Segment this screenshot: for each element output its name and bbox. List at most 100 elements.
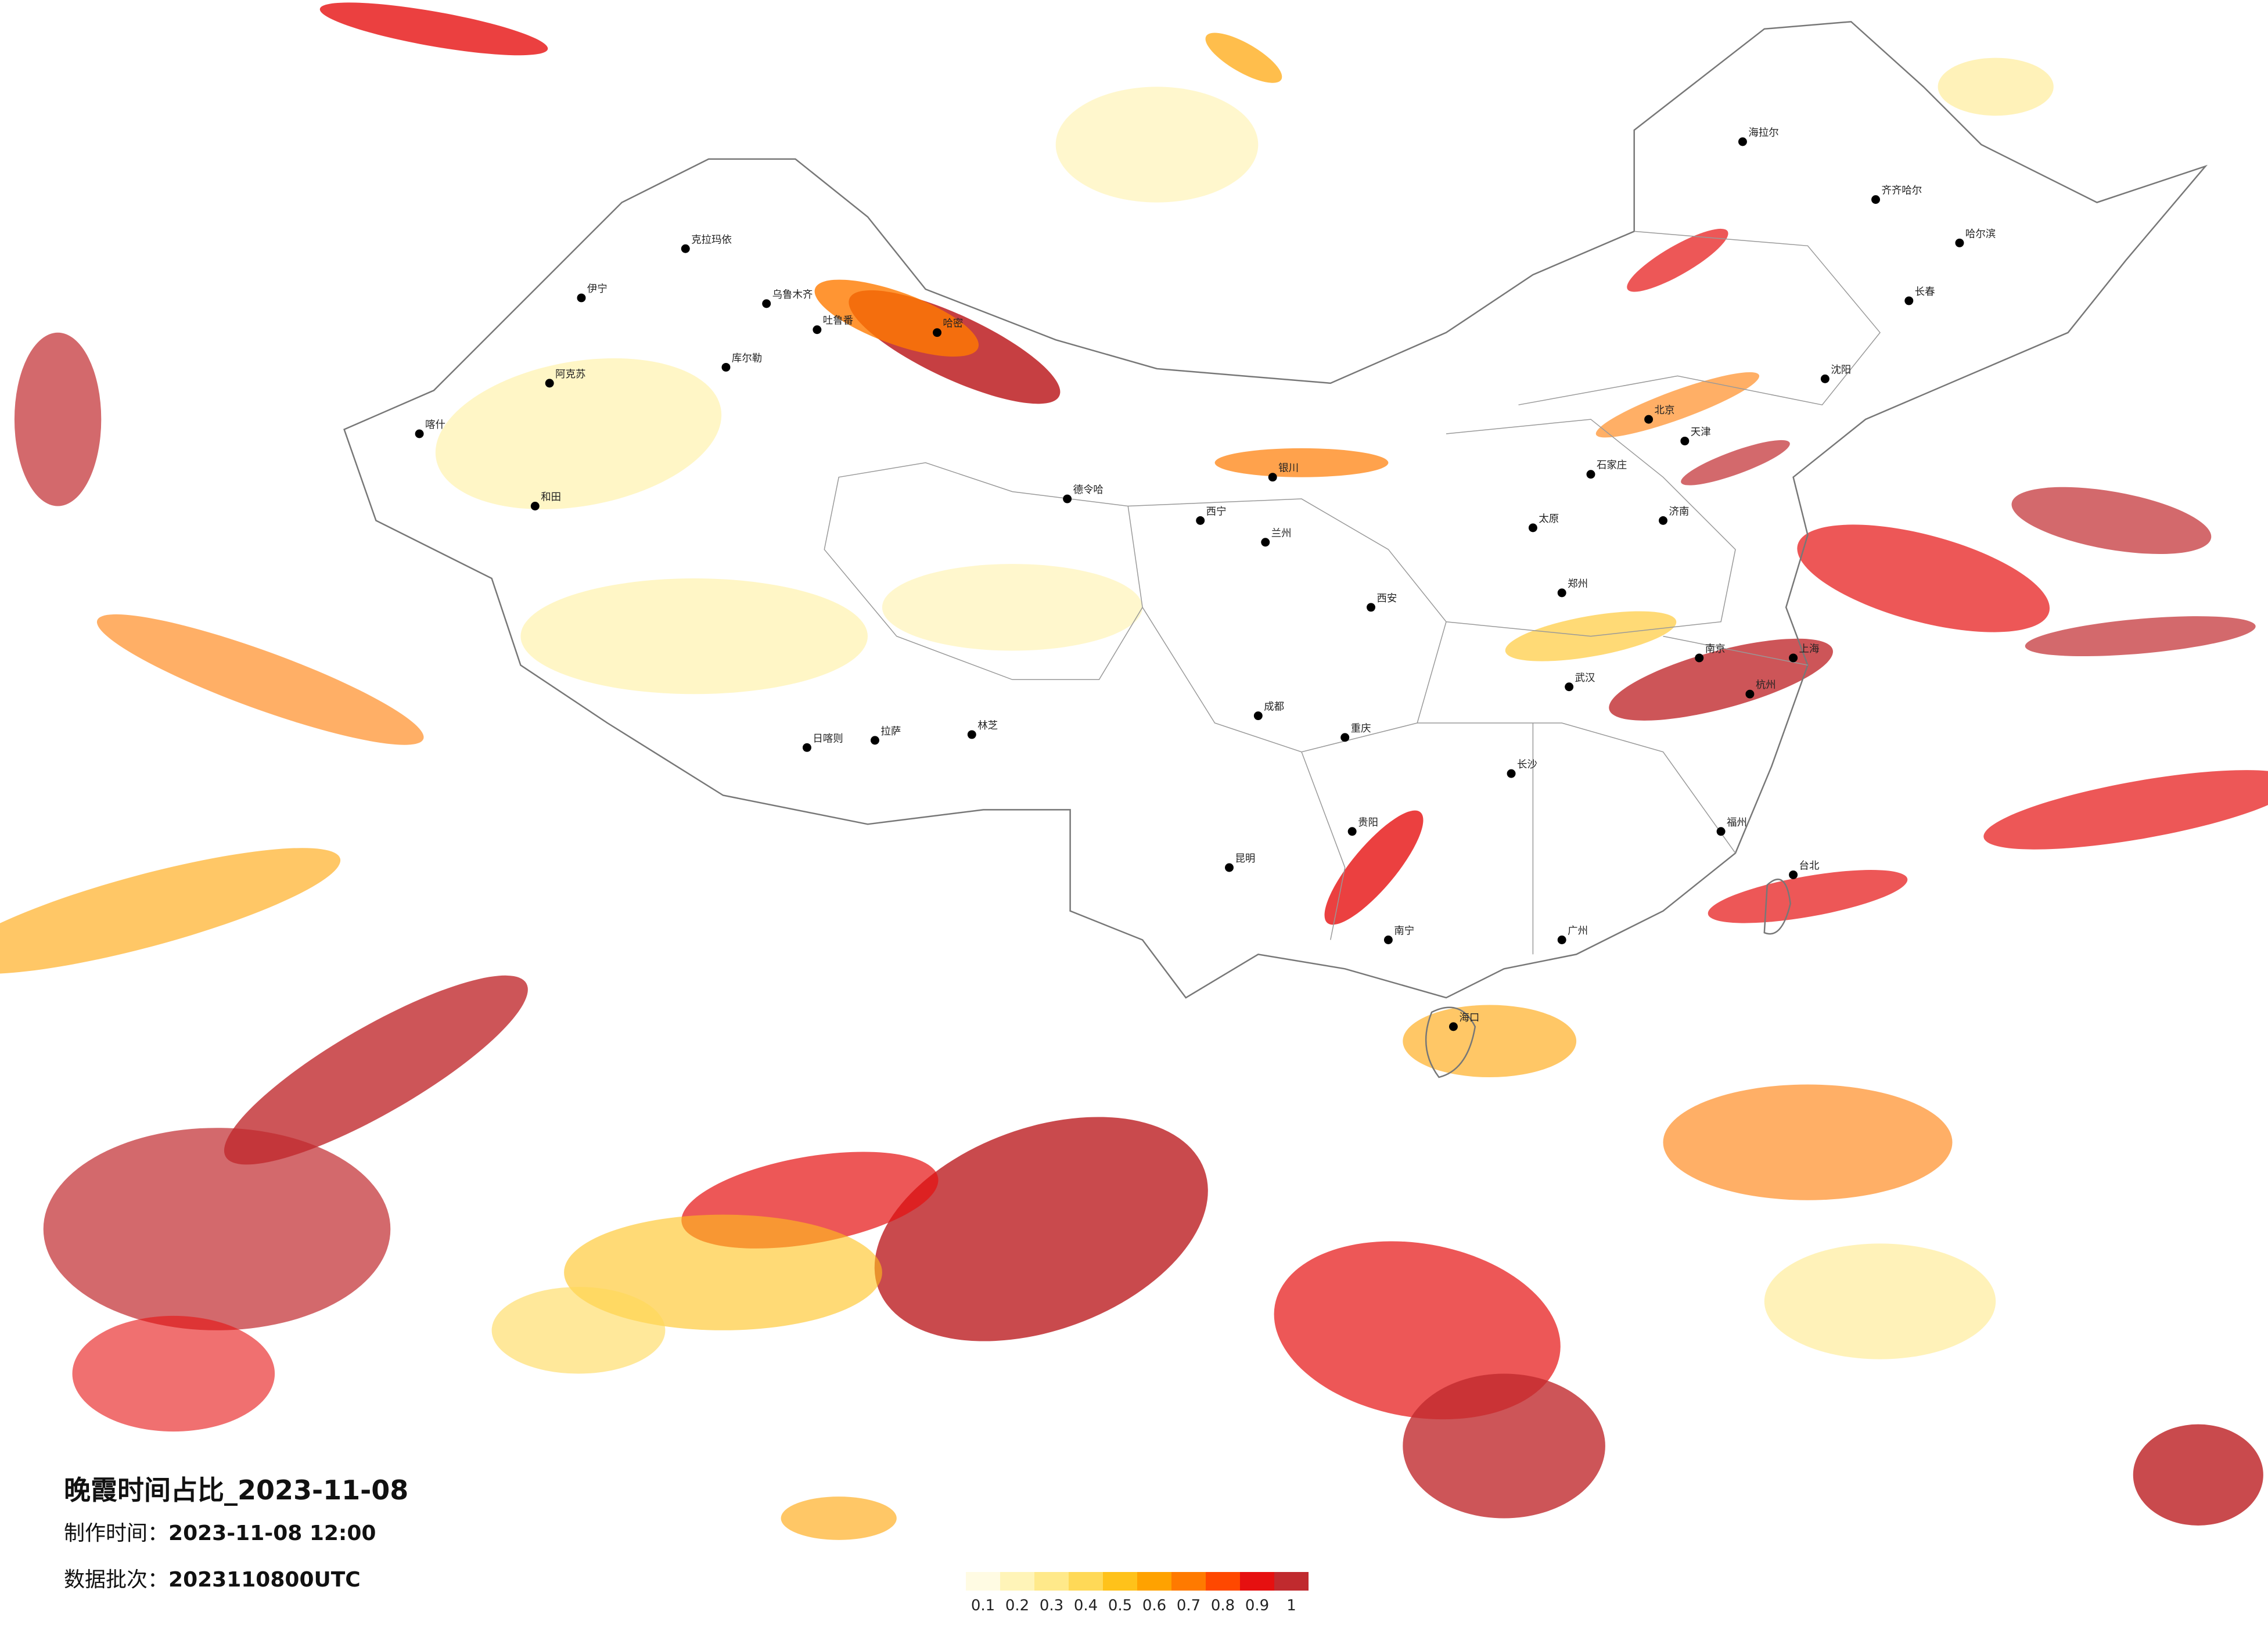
city-dot — [1507, 769, 1516, 778]
heat-patch — [814, 279, 979, 357]
heat-patch — [491, 1287, 666, 1374]
heat-patch — [1681, 440, 1790, 485]
info-label: 制作时间： — [64, 1521, 168, 1545]
city-dot — [1680, 436, 1690, 445]
heat-patch — [1055, 87, 1259, 203]
colorbar-swatch — [1137, 1572, 1171, 1591]
city-label: 西宁 — [1206, 506, 1227, 517]
colorbar-tick-label: 0.2 — [1005, 1597, 1029, 1614]
heat-patch — [1708, 870, 1908, 923]
city-dot — [1789, 653, 1798, 663]
city-label: 广州 — [1568, 926, 1588, 937]
city-label: 上海 — [1799, 643, 1820, 655]
city-dot — [1716, 827, 1726, 836]
city-dot — [1871, 195, 1880, 204]
heat-patch — [1403, 1373, 1605, 1519]
city-label: 长沙 — [1517, 759, 1537, 771]
city-dot — [1448, 1022, 1458, 1031]
heat-patch — [2011, 487, 2212, 555]
city-label: 长春 — [1915, 286, 1935, 298]
city-label: 贵阳 — [1358, 817, 1378, 829]
city-dot — [813, 325, 822, 334]
heat-patch — [1403, 1005, 1577, 1078]
heat-patch — [14, 332, 102, 506]
colorbar-tick-label: 0.4 — [1074, 1597, 1098, 1614]
city-dot — [577, 293, 586, 303]
city-dot — [1528, 523, 1537, 533]
heat-patch — [882, 564, 1143, 651]
heat-patch — [1214, 448, 1389, 477]
city-label: 济南 — [1669, 506, 1689, 517]
city-label: 武汉 — [1575, 672, 1595, 684]
colorbar-tick-label: 1 — [1286, 1597, 1296, 1614]
heat-patch — [435, 358, 722, 510]
city-dot — [1659, 516, 1667, 525]
colorbar-swatch — [1034, 1572, 1069, 1591]
city-dot — [1904, 296, 1914, 305]
heat-patch — [1205, 33, 1282, 83]
island-outline — [1763, 879, 1791, 935]
colorbar-tick-label: 0.3 — [1040, 1597, 1063, 1614]
city-label: 伊宁 — [587, 283, 608, 295]
heat-patch — [2025, 616, 2256, 657]
city-label: 兰州 — [1271, 528, 1292, 539]
city-label: 拉萨 — [880, 726, 901, 738]
colorbar-tick-label: 0.5 — [1108, 1597, 1132, 1614]
colorbar-tick-label: 0.9 — [1245, 1597, 1269, 1614]
colorbar-tick-label: 0.6 — [1142, 1597, 1166, 1614]
city-dot — [415, 429, 424, 438]
info-line: 制作时间：2023-11-08 12:00 — [64, 1521, 376, 1545]
heat-patch — [1663, 1084, 1953, 1200]
heat-patch — [874, 1117, 1208, 1341]
heat-patch — [224, 975, 528, 1165]
colorbar-swatch — [966, 1572, 1000, 1591]
city-label: 南宁 — [1394, 926, 1414, 937]
city-dot — [1745, 689, 1755, 699]
city-dot — [1820, 374, 1830, 383]
city-dot — [530, 502, 540, 510]
city-label: 昆明 — [1235, 853, 1255, 865]
colorbar-swatch — [1103, 1572, 1137, 1591]
heat-patch — [319, 2, 548, 56]
city-label: 北京 — [1655, 405, 1675, 416]
city-dot — [1557, 936, 1566, 944]
city-dot — [967, 730, 976, 739]
city-label: 阿克苏 — [555, 369, 585, 380]
city-dot — [870, 736, 879, 745]
colorbar-swatch — [1069, 1572, 1103, 1591]
city-label: 齐齐哈尔 — [1881, 185, 1922, 197]
info-value: 2023-11-08 12:00 — [168, 1521, 376, 1545]
city-label: 日喀则 — [813, 733, 843, 744]
city-label: 重庆 — [1351, 723, 1371, 735]
colorbar-tick-label: 0.8 — [1211, 1597, 1235, 1614]
heat-patch — [1595, 372, 1760, 438]
city-label: 天津 — [1691, 426, 1711, 438]
city-label: 沈阳 — [1831, 364, 1851, 376]
city-label: 哈密 — [943, 318, 963, 330]
info-value: 2023110800UTC — [168, 1568, 361, 1592]
heat-patch — [1983, 770, 2268, 850]
city-label: 哈尔滨 — [1965, 228, 1996, 240]
city-dot — [1789, 870, 1798, 879]
city-dot — [762, 299, 771, 308]
city-dot — [1565, 682, 1574, 692]
city-label: 杭州 — [1756, 679, 1776, 691]
colorbar-swatch — [1000, 1572, 1034, 1591]
heat-patch — [520, 578, 868, 695]
city-label: 乌鲁木齐 — [772, 289, 813, 301]
island-outline — [1425, 1006, 1476, 1078]
city-dot — [1340, 733, 1350, 742]
city-label: 南京 — [1705, 643, 1726, 655]
city-label: 库尔勒 — [732, 353, 762, 365]
country-outline — [343, 21, 2208, 999]
city-label: 林芝 — [977, 720, 998, 732]
city-label: 福州 — [1727, 817, 1747, 829]
city-label: 太原 — [1539, 513, 1559, 525]
city-label: 喀什 — [425, 419, 445, 431]
heat-patch — [43, 1128, 391, 1330]
city-label: 石家庄 — [1597, 460, 1627, 472]
city-label: 海拉尔 — [1748, 127, 1778, 139]
